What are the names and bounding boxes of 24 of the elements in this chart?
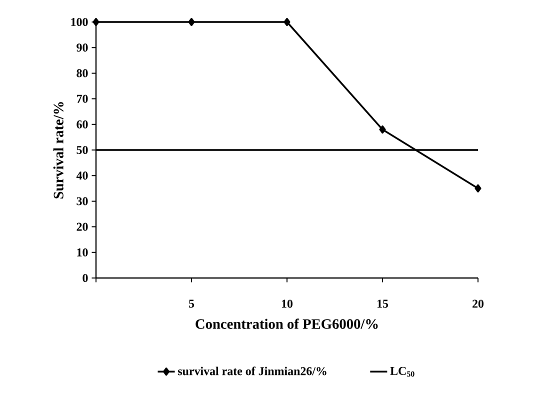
point (188, 18, 195, 26)
legend-label: survival rate of Jinmian26/% (178, 366, 326, 376)
y-tick-label: 50 (76, 146, 88, 154)
y-tick-label: 90 (76, 44, 88, 52)
y-tick-label: 10 (77, 248, 88, 256)
y-tick-label: 70 (76, 94, 88, 103)
y-tick-label: 60 (76, 120, 88, 128)
y-tick-label: 40 (76, 172, 88, 180)
x-tick-label: 15 (377, 300, 388, 308)
y-tick-label: 80 (76, 69, 88, 78)
point (284, 18, 290, 26)
x-axis-title: Concentration of PEG6000/% (196, 318, 378, 329)
x-tick-label: 20 (472, 300, 484, 308)
point (474, 184, 482, 192)
point (379, 125, 386, 134)
y-tick-label: 0 (82, 274, 88, 282)
legend-label: LC$_{50}$ (390, 366, 414, 377)
point (92, 18, 100, 26)
x-tick-label: 5 (188, 300, 194, 308)
y-tick-label: 30 (76, 197, 88, 206)
x-tick-label: 10 (282, 300, 293, 308)
y-axis-title: Survival rate/% (53, 102, 64, 198)
y-tick-label: 100 (71, 18, 88, 26)
y-tick-label: 20 (76, 222, 88, 231)
